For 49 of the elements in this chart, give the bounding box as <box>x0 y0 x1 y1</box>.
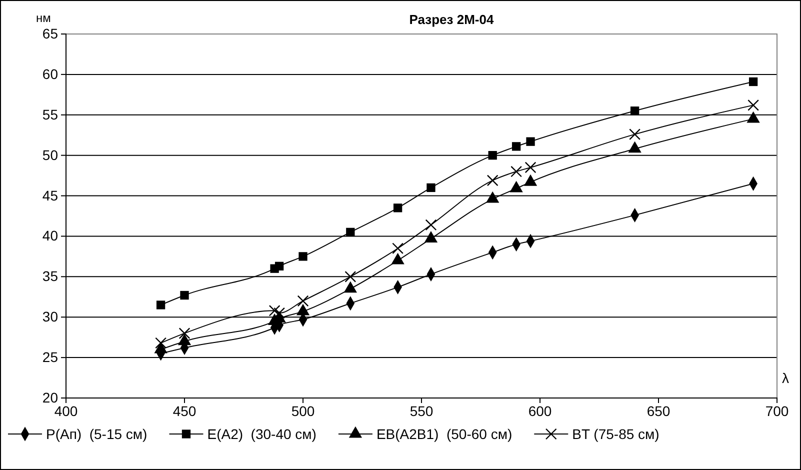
point <box>486 174 498 186</box>
point <box>510 166 522 178</box>
y-tick-label: 45 <box>42 187 58 204</box>
x-tick-label: 650 <box>646 402 670 419</box>
point <box>426 183 436 192</box>
point <box>425 219 437 231</box>
point <box>629 128 641 140</box>
point <box>180 290 189 300</box>
y-axis-title: нм <box>36 11 51 25</box>
point <box>748 99 760 111</box>
y-tick-label: 35 <box>42 268 58 284</box>
point <box>393 204 402 212</box>
point <box>346 228 355 237</box>
y-tick-label: 25 <box>42 349 58 366</box>
point <box>344 270 356 282</box>
point <box>178 328 190 340</box>
point <box>524 162 536 174</box>
point <box>268 304 280 316</box>
point <box>297 295 309 307</box>
y-tick-label: 50 <box>42 146 58 163</box>
x-tick-label: 400 <box>54 402 78 419</box>
point <box>512 142 521 151</box>
x-tick-label: 600 <box>528 402 552 419</box>
point <box>155 337 167 349</box>
x-tick-label: 500 <box>291 402 315 419</box>
x-tick-label: 700 <box>765 402 789 419</box>
point <box>748 77 758 86</box>
legend-label: EB(A2B1) (50-60 см) <box>376 426 512 442</box>
legend-label: P(Ап) (5-15 см) <box>46 426 148 442</box>
y-tick-label: 60 <box>42 66 58 82</box>
point <box>298 252 308 261</box>
y-tick-label: 20 <box>42 389 58 406</box>
point <box>488 151 497 160</box>
point <box>274 307 286 319</box>
point <box>526 137 535 146</box>
point <box>630 106 640 116</box>
y-tick-label: 40 <box>42 228 58 244</box>
x-axis-title: λ <box>782 370 789 386</box>
point <box>274 262 284 270</box>
chart-title: Разрез 2М-04 <box>409 12 494 27</box>
x-tick-label: 450 <box>172 402 196 419</box>
point <box>392 242 404 254</box>
legend-label: BT (75-85 см) <box>572 426 660 442</box>
x-tick-label: 550 <box>410 402 434 419</box>
y-tick-label: 55 <box>42 106 58 122</box>
y-tick-label: 65 <box>42 25 58 42</box>
point <box>156 300 166 310</box>
y-tick-label: 30 <box>42 308 58 325</box>
legend-label: E(A2) (30-40 см) <box>207 426 316 442</box>
